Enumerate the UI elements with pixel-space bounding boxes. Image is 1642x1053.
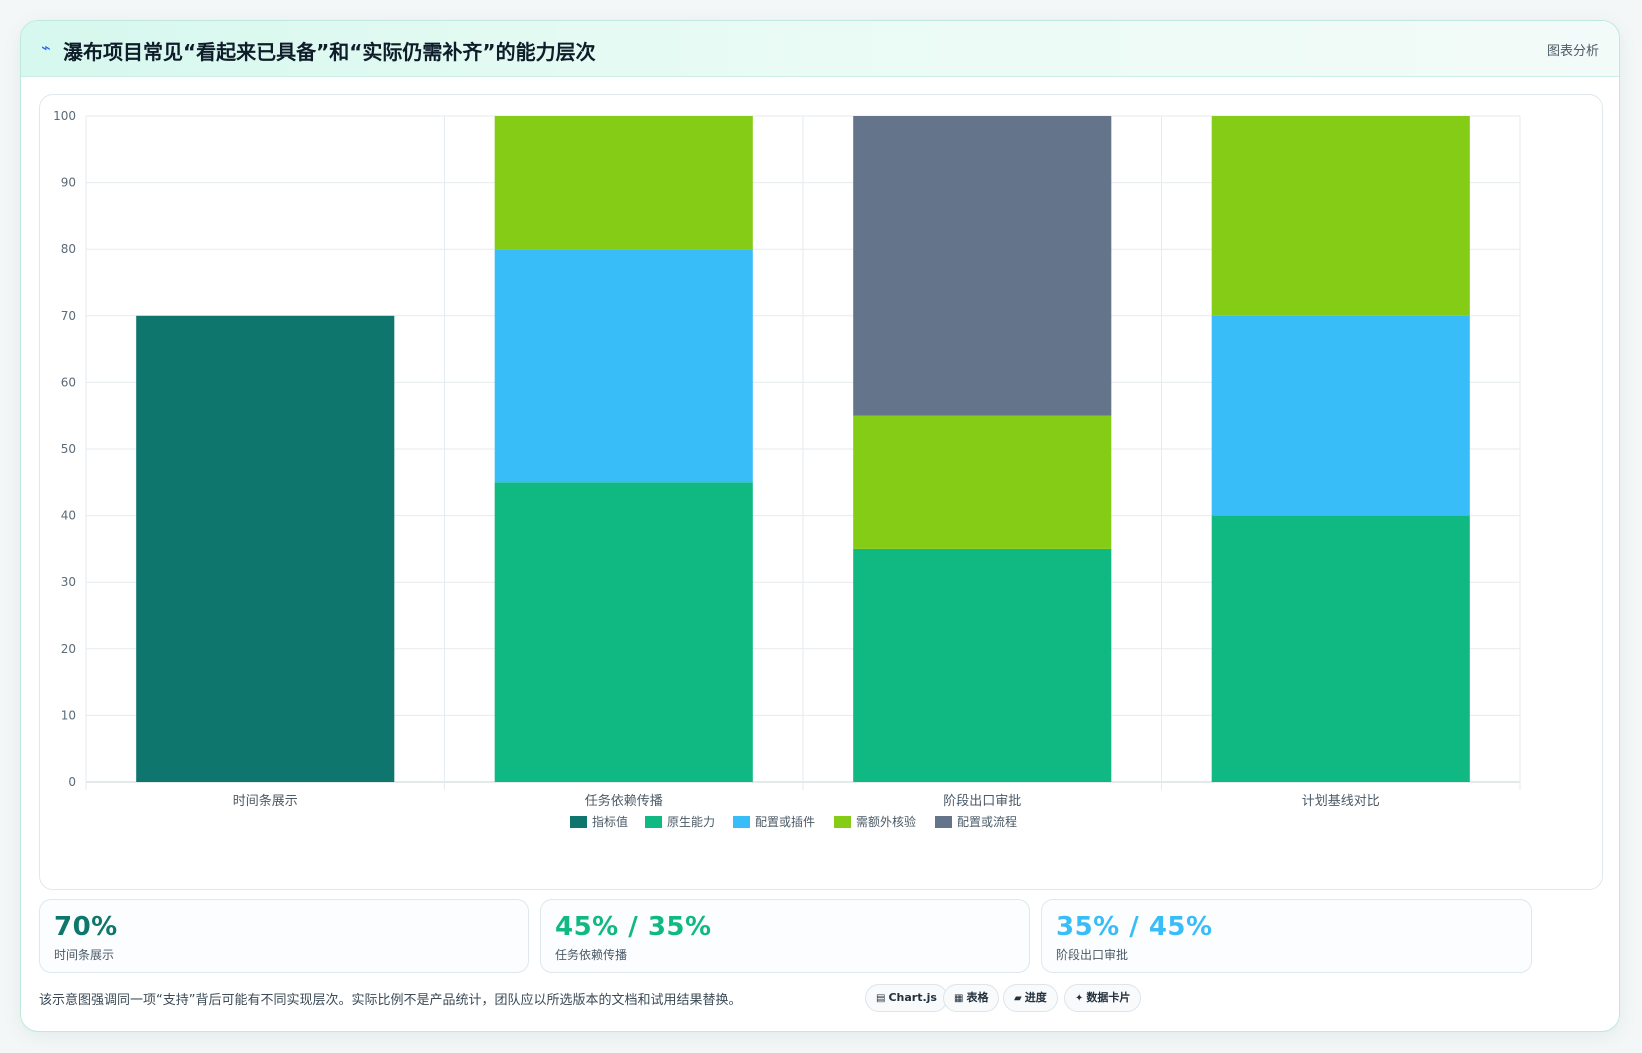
chart-panel: 0 10 20 30 40 50 60 70 80 90 100 时间条展示 任务依赖传播 阶段出口审批 计… <box>39 94 1603 890</box>
card-icon: ✦ <box>1075 993 1084 1004</box>
stat-label: 任务依赖传播 <box>555 948 628 962</box>
legend-label: 需额外核验 <box>856 814 916 829</box>
stat-label: 阶段出口审批 <box>1056 948 1129 962</box>
legend-swatch <box>733 816 750 828</box>
y-tick-label: 10 <box>61 708 76 722</box>
chip-label: Chart.js <box>888 991 937 1004</box>
chip-data-card[interactable]: ✦ 数据卡片 <box>1064 984 1142 1012</box>
y-tick-label: 50 <box>61 442 76 456</box>
stacked-bar-chart: 0 10 20 30 40 50 60 70 80 90 100 时间条展示 任务依赖传播 阶段出口审批 计… <box>53 109 1521 829</box>
chip-progress[interactable]: ▰ 进度 <box>1003 984 1058 1012</box>
analysis-tag: 图表分析 <box>1546 44 1599 59</box>
stat-label: 时间条展示 <box>54 948 115 962</box>
legend-label: 配置或流程 <box>957 814 1017 829</box>
stat-card-approval: 35% / 45% 阶段出口审批 <box>1041 899 1532 973</box>
chip-label: 数据卡片 <box>1086 991 1131 1004</box>
progress-icon: ▰ <box>1014 993 1022 1004</box>
legend-label: 原生能力 <box>667 815 715 829</box>
bar-segment <box>1211 315 1470 516</box>
footnote: 该示意图强调同一项“支持”背后可能有不同实现层次。实际比例不是产品统计，团队应以… <box>39 993 742 1008</box>
bar-segment <box>494 249 753 483</box>
x-tick-label: 时间条展示 <box>233 793 298 809</box>
bar-segment <box>853 548 1112 782</box>
table-icon: ▦ <box>954 993 964 1004</box>
y-tick-label: 90 <box>61 176 76 190</box>
chip-table[interactable]: ▦ 表格 <box>943 984 1000 1012</box>
stat-value: 35% / 45% <box>1056 912 1213 942</box>
x-tick-label: 阶段出口审批 <box>943 794 1021 809</box>
stat-value: 45% / 35% <box>555 912 712 942</box>
y-tick-label: 80 <box>61 242 76 256</box>
stat-value: 70% <box>54 912 118 942</box>
legend-swatch <box>645 816 662 828</box>
y-tick-label: 40 <box>61 509 76 523</box>
bar-segment <box>853 116 1112 416</box>
bar-segment <box>494 116 753 250</box>
bar-segment <box>853 415 1112 549</box>
card-header: ⌁ 瀑布项目常见“看起来已具备”和“实际仍需补齐”的能力层次 图表分析 <box>21 21 1619 77</box>
bolt-icon: ⌁ <box>41 38 51 57</box>
y-tick-label: 20 <box>61 642 76 656</box>
legend-swatch <box>570 816 587 828</box>
x-tick-label: 任务依赖传播 <box>585 793 663 809</box>
stat-card-timeline: 70% 时间条展示 <box>39 899 529 973</box>
chart-title: 瀑布项目常见“看起来已具备”和“实际仍需补齐”的能力层次 <box>63 40 596 64</box>
chart-icon: ▤ <box>876 993 886 1004</box>
bar-segment <box>136 315 395 782</box>
stat-card-dependency: 45% / 35% 任务依赖传播 <box>540 899 1030 973</box>
y-tick-label: 30 <box>61 575 76 589</box>
chip-label: 进度 <box>1024 991 1047 1004</box>
chip-label: 表格 <box>966 991 989 1004</box>
bar-segment <box>494 482 753 782</box>
legend-swatch <box>935 816 952 828</box>
y-tick-label: 70 <box>61 309 76 323</box>
bar-segment <box>1211 116 1470 316</box>
legend-swatch <box>834 816 851 828</box>
legend-label: 配置或插件 <box>755 815 815 829</box>
x-tick-label: 计划基线对比 <box>1302 794 1380 809</box>
y-tick-label: 0 <box>68 775 76 789</box>
bar-segment <box>1211 515 1470 782</box>
chart-card: ⌁ 瀑布项目常见“看起来已具备”和“实际仍需补齐”的能力层次 图表分析 0 10 2… <box>20 20 1620 1032</box>
legend-label: 指标值 <box>592 814 628 829</box>
y-tick-label: 100 <box>53 109 76 123</box>
chip-chartjs[interactable]: ▤ Chart.js <box>865 984 948 1012</box>
y-tick-label: 60 <box>61 375 76 389</box>
